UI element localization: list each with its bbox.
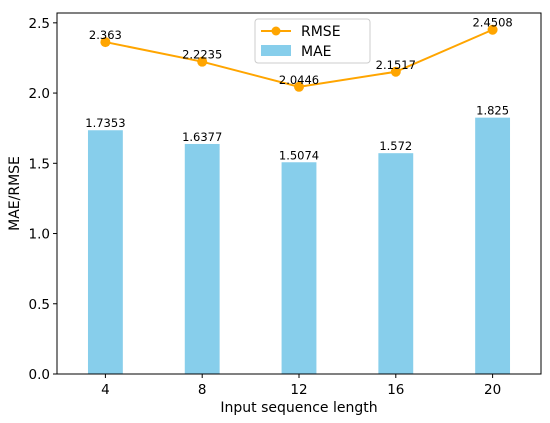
mae-value-label: 1.7353 bbox=[85, 116, 125, 130]
y-tick-label: 1.0 bbox=[29, 227, 50, 243]
rmse-value-label: 2.363 bbox=[89, 28, 122, 42]
x-tick-label: 20 bbox=[484, 382, 501, 398]
legend-mae-label: MAE bbox=[301, 44, 332, 60]
legend-rmse-marker bbox=[271, 26, 281, 36]
legend: RMSE MAE bbox=[254, 18, 371, 64]
y-tick-label: 0.5 bbox=[29, 297, 50, 313]
mae-value-label: 1.572 bbox=[379, 139, 412, 153]
rmse-value-label: 2.4508 bbox=[472, 16, 512, 30]
rmse-point-12 bbox=[294, 81, 304, 92]
mae-value-label: 1.825 bbox=[476, 104, 509, 118]
x-tick-label: 4 bbox=[101, 382, 110, 398]
x-tick-label: 12 bbox=[290, 382, 307, 398]
data-labels: 1.7353 1.6377 1.5074 1.572 1.825 2.363 2.2235 2… bbox=[85, 16, 512, 163]
mae-bar-20 bbox=[475, 117, 511, 374]
y-tick-label: 1.5 bbox=[29, 156, 50, 172]
mae-bar-8 bbox=[184, 143, 220, 374]
legend-rmse-label: RMSE bbox=[301, 24, 341, 40]
mae-bar-16 bbox=[378, 153, 414, 374]
mae-bar-12 bbox=[281, 162, 317, 374]
y-tick-label: 2.5 bbox=[29, 16, 50, 32]
x-tick-label: 16 bbox=[387, 382, 404, 398]
x-tick-label: 8 bbox=[198, 382, 207, 398]
rmse-line-series bbox=[100, 24, 498, 92]
mae-bars bbox=[87, 117, 511, 374]
x-axis-label: Input sequence length bbox=[220, 400, 377, 416]
y-tick-label: 2.0 bbox=[29, 86, 50, 102]
rmse-value-label: 2.1517 bbox=[376, 58, 416, 72]
rmse-point-20 bbox=[487, 24, 498, 35]
rmse-value-label: 2.2235 bbox=[182, 48, 222, 62]
x-axis: 4 8 12 16 20 bbox=[101, 374, 501, 398]
mae-value-label: 1.6377 bbox=[182, 130, 222, 144]
mae-value-label: 1.5074 bbox=[279, 148, 319, 162]
rmse-point-8 bbox=[197, 56, 208, 67]
rmse-point-16 bbox=[390, 66, 401, 77]
legend-mae-swatch bbox=[261, 45, 291, 56]
mae-bar-4 bbox=[87, 130, 123, 374]
y-axis: 0.0 0.5 1.0 1.5 2.0 2.5 bbox=[29, 16, 57, 383]
rmse-point-4 bbox=[100, 37, 111, 48]
y-tick-label: 0.0 bbox=[29, 367, 50, 383]
y-axis-label: MAE/RMSE bbox=[7, 156, 23, 231]
rmse-value-label: 2.0446 bbox=[279, 73, 319, 87]
